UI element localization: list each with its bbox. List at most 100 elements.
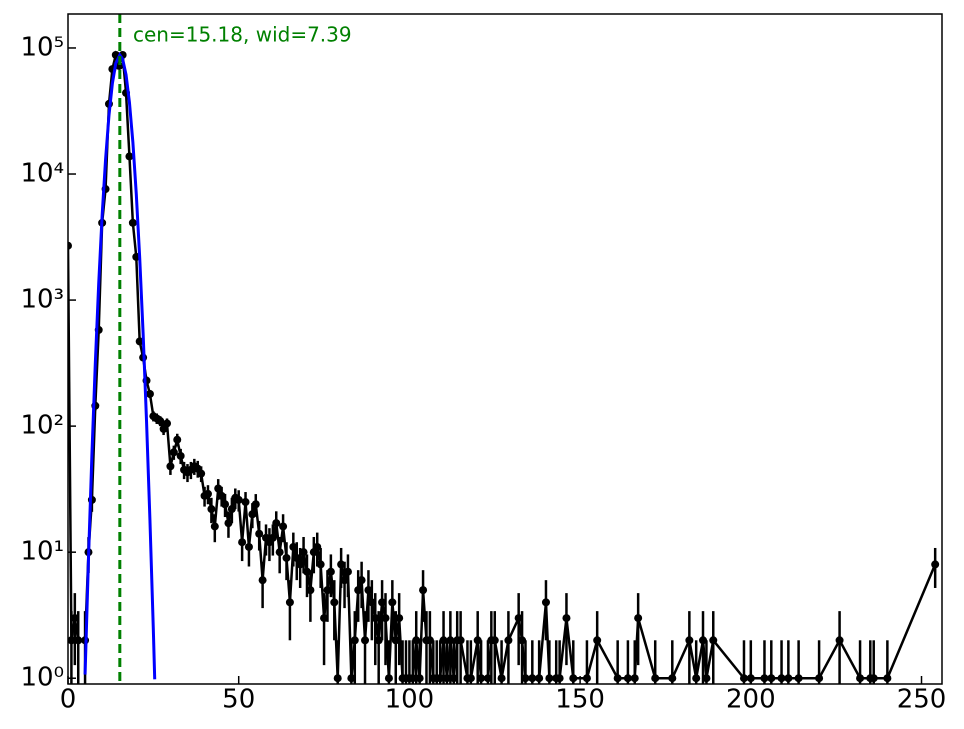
data-point [415, 674, 424, 683]
data-line [68, 50, 937, 680]
data-point [794, 674, 803, 683]
data-point [395, 614, 404, 623]
x-tick-label: 150 [555, 685, 605, 715]
x-tick-label: 0 [60, 685, 77, 715]
data-point [313, 542, 322, 551]
data-point [367, 598, 376, 607]
data-point [197, 469, 206, 478]
data-point [483, 674, 492, 683]
data-point [203, 489, 212, 498]
data-point [176, 451, 185, 460]
data-point [337, 560, 346, 569]
data-point [374, 636, 383, 645]
data-point [340, 576, 349, 585]
data-point [497, 674, 506, 683]
data-point [466, 674, 475, 683]
x-tick-label: 100 [385, 685, 435, 715]
data-point [518, 636, 527, 645]
data-point [545, 674, 554, 683]
annotation: cen=15.18, wid=7.39 [133, 23, 352, 47]
data-point [709, 636, 718, 645]
data-point [255, 529, 264, 538]
data-point [272, 519, 281, 528]
data-point [323, 586, 332, 595]
data-point [268, 533, 277, 542]
data-point [456, 636, 465, 645]
data-point [74, 636, 83, 645]
data-point [702, 674, 711, 683]
data-point [419, 586, 428, 595]
data-point [364, 586, 373, 595]
data-point [869, 674, 878, 683]
x-tick-label: 50 [222, 685, 255, 715]
data-point [777, 674, 786, 683]
data-point [569, 674, 578, 683]
data-point [320, 614, 329, 623]
data-point [282, 553, 291, 562]
data-point [381, 614, 390, 623]
data-point [477, 674, 486, 683]
data-point [354, 586, 363, 595]
y-tick-label: 10⁵ [20, 32, 64, 62]
data-point [378, 598, 387, 607]
data-point [251, 500, 260, 509]
data-point [490, 636, 499, 645]
data-point [68, 241, 72, 250]
data-point [156, 416, 165, 425]
data-point [279, 522, 288, 531]
plot-area [68, 14, 940, 684]
data-point [784, 674, 793, 683]
data-point [835, 636, 844, 645]
plot-frame [67, 13, 943, 685]
data-point [330, 598, 339, 607]
data-point [275, 548, 284, 557]
data-point [258, 576, 267, 585]
data-point [316, 560, 325, 569]
data-point [244, 542, 253, 551]
data-point [685, 636, 694, 645]
data-point [292, 553, 301, 562]
data-point [514, 614, 523, 623]
data-point [473, 636, 482, 645]
data-point [446, 636, 455, 645]
data-point [302, 567, 311, 576]
data-point [767, 674, 776, 683]
data-point [699, 636, 708, 645]
data-point [241, 498, 250, 507]
data-point [343, 567, 352, 576]
data-point [221, 500, 230, 509]
data-point [384, 674, 393, 683]
data-point [391, 636, 400, 645]
data-point [357, 576, 366, 585]
data-point [361, 636, 370, 645]
data-point [815, 674, 824, 683]
data-point [371, 614, 380, 623]
data-point [449, 674, 458, 683]
data-point [70, 614, 79, 623]
data-point [207, 505, 216, 514]
data-point [128, 218, 137, 227]
data-point [668, 674, 677, 683]
data-point [504, 636, 513, 645]
data-point [210, 522, 219, 531]
data-point [224, 519, 233, 528]
data-point [227, 505, 236, 514]
x-tick-label: 250 [897, 685, 947, 715]
data-point [856, 674, 865, 683]
data-point [214, 484, 223, 493]
data-point [623, 674, 632, 683]
data-point [593, 636, 602, 645]
data-point [630, 674, 639, 683]
data-point [350, 636, 359, 645]
data-point [296, 560, 305, 569]
data-point [347, 674, 356, 683]
data-point [425, 636, 434, 645]
data-point [234, 495, 243, 504]
y-tick-label: 10⁴ [20, 159, 64, 189]
data-point [931, 560, 940, 569]
data-point [248, 510, 257, 519]
y-tick-label: 10² [20, 411, 64, 441]
data-point [613, 674, 622, 683]
data-point [68, 636, 76, 645]
